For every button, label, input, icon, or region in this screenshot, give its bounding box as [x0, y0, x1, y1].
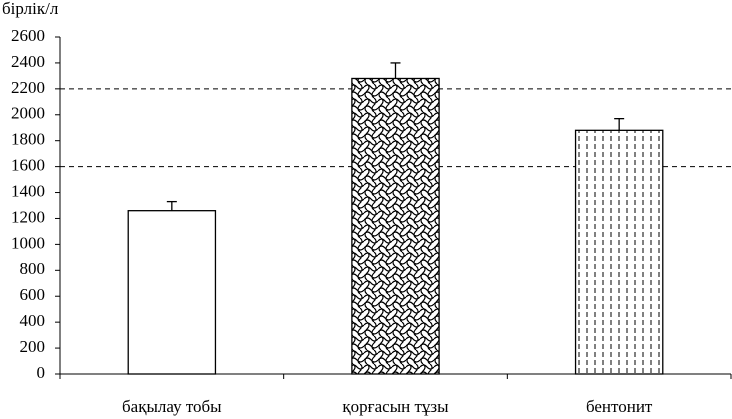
y-tick-label: 400 — [20, 311, 46, 330]
bar — [351, 77, 440, 375]
y-tick-label: 600 — [20, 285, 46, 304]
y-tick-label: 200 — [20, 337, 46, 356]
y-tick-label: 1600 — [11, 156, 45, 175]
y-tick-label: 1000 — [11, 233, 45, 252]
bar — [127, 210, 217, 375]
y-tick-label: 2200 — [11, 78, 45, 97]
x-tick-label: бақылау тобы — [122, 397, 222, 416]
y-axis-label: бірлік/л — [2, 0, 59, 18]
y-tick-label: 2600 — [11, 26, 45, 45]
bar — [574, 129, 664, 375]
y-tick-label: 2400 — [11, 52, 45, 71]
x-tick-label: бентонит — [586, 397, 653, 416]
y-tick-label: 1400 — [11, 181, 45, 200]
y-tick-label: 1800 — [11, 130, 45, 149]
x-tick-label: қорғасын тұзы — [342, 397, 449, 416]
y-tick-label: 2000 — [11, 104, 45, 123]
y-tick-label: 1200 — [11, 207, 45, 226]
y-tick-label: 800 — [20, 259, 46, 278]
y-tick-label: 0 — [37, 363, 46, 382]
